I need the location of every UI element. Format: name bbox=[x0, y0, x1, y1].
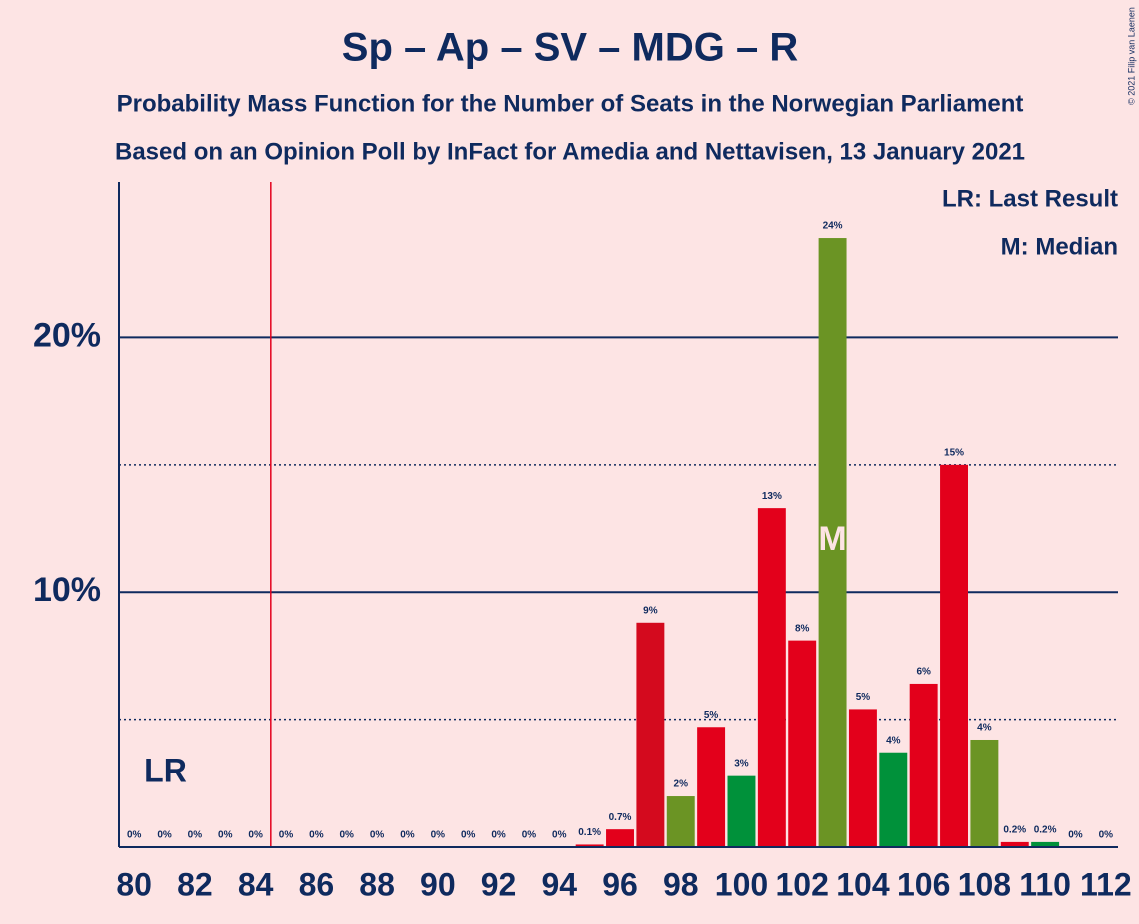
value-label: 3% bbox=[734, 758, 749, 769]
value-label: 8% bbox=[795, 623, 810, 634]
value-label: 0% bbox=[1068, 830, 1083, 841]
value-label: 0% bbox=[461, 830, 476, 841]
last-result-label: LR bbox=[144, 752, 187, 788]
value-label: 2% bbox=[674, 779, 689, 790]
bar bbox=[909, 683, 938, 847]
subtitle: Based on an Opinion Poll by InFact for A… bbox=[115, 138, 1025, 165]
bar bbox=[636, 622, 665, 847]
x-tick-label: 96 bbox=[602, 866, 638, 902]
bar bbox=[757, 508, 786, 847]
value-label: 15% bbox=[944, 447, 964, 458]
bar bbox=[848, 709, 877, 847]
bar bbox=[1031, 841, 1060, 847]
value-label: 0.1% bbox=[578, 827, 601, 838]
value-label: 0.7% bbox=[609, 812, 632, 823]
x-tick-label: 106 bbox=[897, 866, 950, 902]
x-tick-label: 110 bbox=[1019, 866, 1071, 902]
x-tick-label: 88 bbox=[359, 866, 395, 902]
copyright: © 2021 Filip van Laenen bbox=[1126, 7, 1136, 105]
value-label: 0% bbox=[248, 830, 263, 841]
subtitle: Probability Mass Function for the Number… bbox=[117, 90, 1024, 117]
value-label: 6% bbox=[916, 667, 931, 678]
value-label: 0% bbox=[431, 830, 446, 841]
x-tick-label: 100 bbox=[715, 866, 768, 902]
value-label: 0% bbox=[127, 830, 142, 841]
value-label: 0% bbox=[188, 830, 203, 841]
value-label: 13% bbox=[762, 491, 782, 502]
bar bbox=[788, 640, 817, 847]
x-tick-label: 112 bbox=[1080, 866, 1132, 902]
value-label: 0% bbox=[279, 830, 294, 841]
value-label: 9% bbox=[643, 605, 658, 616]
value-label: 0% bbox=[522, 830, 537, 841]
bar bbox=[697, 727, 726, 847]
bar bbox=[970, 739, 999, 847]
x-tick-label: 80 bbox=[116, 866, 152, 902]
bar bbox=[666, 796, 695, 847]
value-label: 24% bbox=[823, 221, 843, 232]
y-tick-label: 20% bbox=[33, 316, 101, 354]
value-label: 0.2% bbox=[1003, 825, 1026, 836]
value-label: 0% bbox=[218, 830, 233, 841]
value-label: 0% bbox=[340, 830, 355, 841]
x-tick-label: 84 bbox=[238, 866, 274, 902]
x-tick-label: 102 bbox=[776, 866, 829, 902]
bar bbox=[606, 829, 634, 847]
value-label: 4% bbox=[886, 735, 901, 746]
value-label: 4% bbox=[977, 723, 992, 734]
bar bbox=[575, 844, 604, 847]
value-label: 5% bbox=[856, 692, 871, 703]
x-tick-label: 90 bbox=[420, 866, 456, 902]
bar bbox=[1000, 841, 1029, 847]
bar bbox=[879, 752, 908, 847]
bar bbox=[727, 775, 756, 847]
x-tick-label: 98 bbox=[663, 866, 699, 902]
x-tick-label: 104 bbox=[836, 866, 890, 902]
chart-title: Sp – Ap – SV – MDG – R bbox=[342, 26, 799, 70]
value-label: 0% bbox=[491, 830, 506, 841]
value-label: 5% bbox=[704, 710, 719, 721]
value-label: 0% bbox=[400, 830, 415, 841]
bar bbox=[940, 464, 968, 847]
value-label: 0.2% bbox=[1034, 825, 1057, 836]
legend-entry: LR: Last Result bbox=[942, 185, 1118, 212]
legend-entry: M: Median bbox=[1001, 233, 1118, 260]
bar bbox=[818, 238, 847, 847]
x-tick-label: 86 bbox=[299, 866, 335, 902]
median-label: M bbox=[818, 520, 846, 558]
x-tick-label: 94 bbox=[541, 866, 577, 902]
y-tick-label: 10% bbox=[33, 571, 101, 609]
value-label: 0% bbox=[157, 830, 172, 841]
x-tick-label: 92 bbox=[481, 866, 517, 902]
x-tick-label: 82 bbox=[177, 866, 213, 902]
value-label: 0% bbox=[1099, 830, 1114, 841]
value-label: 0% bbox=[309, 830, 324, 841]
value-label: 0% bbox=[552, 830, 567, 841]
value-label: 0% bbox=[370, 830, 385, 841]
x-tick-label: 108 bbox=[958, 866, 1011, 902]
